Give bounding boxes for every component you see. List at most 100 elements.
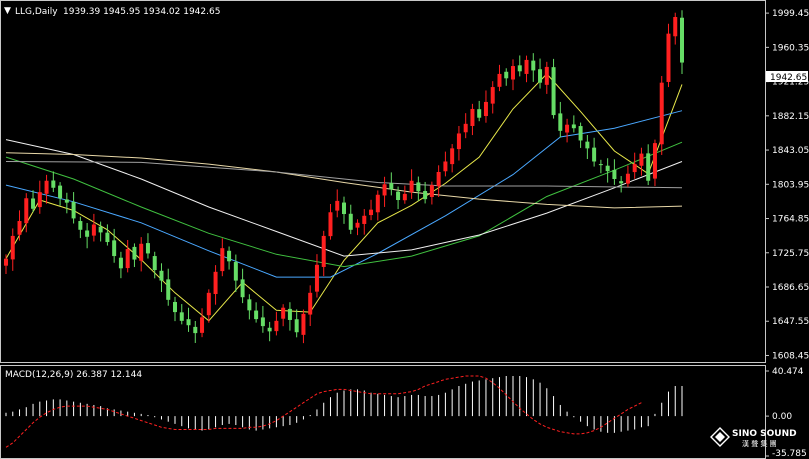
candle — [10, 228, 15, 271]
chart-collapse-triangle-icon[interactable]: ▼ — [4, 6, 11, 16]
candle — [152, 251, 157, 279]
candle — [213, 265, 218, 305]
candle — [625, 165, 630, 188]
candle — [355, 219, 360, 236]
price-tick-label: 1608.45 — [772, 351, 809, 361]
ma_slow-line — [5, 141, 683, 268]
candle — [483, 90, 488, 123]
candle — [416, 176, 421, 202]
candle — [227, 246, 232, 270]
candle — [98, 221, 103, 242]
candle — [598, 159, 603, 174]
candle — [132, 243, 137, 268]
price-tick-label: 1647.55 — [772, 317, 809, 327]
candle — [24, 193, 29, 233]
candle — [402, 185, 407, 204]
ma_longest_2-line — [5, 161, 683, 189]
candlestick-series — [4, 10, 684, 344]
candle — [64, 192, 69, 214]
macd-tick-label: 40.474 — [772, 367, 804, 377]
candle — [308, 285, 313, 327]
candle — [159, 263, 164, 293]
candle — [369, 199, 374, 221]
macd-tick-label: 0.00 — [772, 412, 792, 422]
candle — [348, 204, 353, 235]
candle — [409, 169, 414, 199]
candle — [118, 251, 123, 279]
ma_longer-line — [5, 139, 683, 257]
macd-histogram — [5, 375, 683, 433]
macd-signal-polyline — [5, 375, 642, 448]
candle — [37, 180, 42, 214]
price-axis: 1999.45 1960.35 1921.25 1882.15 1843.05 1803.… — [765, 9, 809, 361]
candle — [105, 224, 110, 246]
candle — [179, 304, 184, 325]
candle — [17, 210, 22, 241]
current-price-label: 1942.65 — [770, 73, 807, 83]
candle — [382, 176, 387, 207]
logo-name: SINO SOUND — [732, 429, 797, 439]
price-tick-label: 1803.95 — [772, 180, 809, 190]
candle — [619, 176, 624, 193]
macd-axis: 40.474 0.00 -35.785 — [765, 367, 807, 459]
sino-sound-logo: SINO SOUND 漢 聲 集 團 — [710, 427, 797, 448]
candle — [145, 233, 150, 259]
moving-average-lines — [5, 73, 683, 322]
candle — [592, 137, 597, 167]
candle — [247, 294, 252, 320]
candle — [612, 159, 617, 185]
candle — [274, 311, 279, 336]
candle — [646, 144, 651, 186]
candle — [578, 122, 583, 148]
candle — [342, 196, 346, 224]
candle — [396, 186, 401, 210]
candle — [85, 223, 90, 249]
candle — [44, 174, 49, 204]
candle — [517, 55, 522, 77]
candle — [240, 268, 245, 304]
candle — [389, 172, 394, 196]
candle — [436, 165, 441, 197]
candle — [504, 68, 509, 86]
candle — [328, 203, 333, 240]
candle — [206, 289, 211, 323]
candle — [652, 139, 657, 187]
candle — [511, 59, 515, 91]
candle — [112, 228, 117, 263]
candle — [375, 190, 380, 221]
candle — [78, 216, 83, 239]
candle — [4, 254, 8, 274]
candle — [125, 239, 130, 273]
candle — [659, 75, 664, 155]
candle — [443, 151, 448, 177]
candle — [193, 321, 198, 343]
ohlc-readout: 1939.39 1945.95 1934.02 1942.65 — [63, 7, 220, 17]
candle — [71, 192, 76, 224]
price-tick-label: 1882.15 — [772, 112, 809, 122]
macd-signal-line — [5, 375, 642, 448]
candle — [680, 10, 684, 75]
candle — [287, 302, 292, 331]
candle — [173, 296, 177, 322]
candle — [538, 58, 543, 89]
candle — [639, 147, 644, 176]
candle — [220, 238, 225, 277]
candle — [186, 307, 191, 332]
candle — [673, 12, 678, 45]
candle — [463, 113, 468, 139]
candle — [362, 209, 367, 235]
candle — [477, 100, 482, 122]
candle — [301, 309, 306, 344]
candle — [200, 308, 205, 338]
current-price-tag-bg — [766, 71, 808, 82]
price-tick-label: 1921.25 — [772, 78, 809, 88]
macd-label: MACD(12,26,9) 26.387 12.144 — [5, 370, 142, 380]
candle — [260, 305, 265, 333]
candle — [470, 103, 475, 136]
price-tick-label: 1843.05 — [772, 146, 809, 156]
candle — [51, 171, 56, 193]
ma_fast-line — [5, 73, 683, 322]
candle — [294, 309, 299, 338]
candle — [544, 61, 549, 94]
